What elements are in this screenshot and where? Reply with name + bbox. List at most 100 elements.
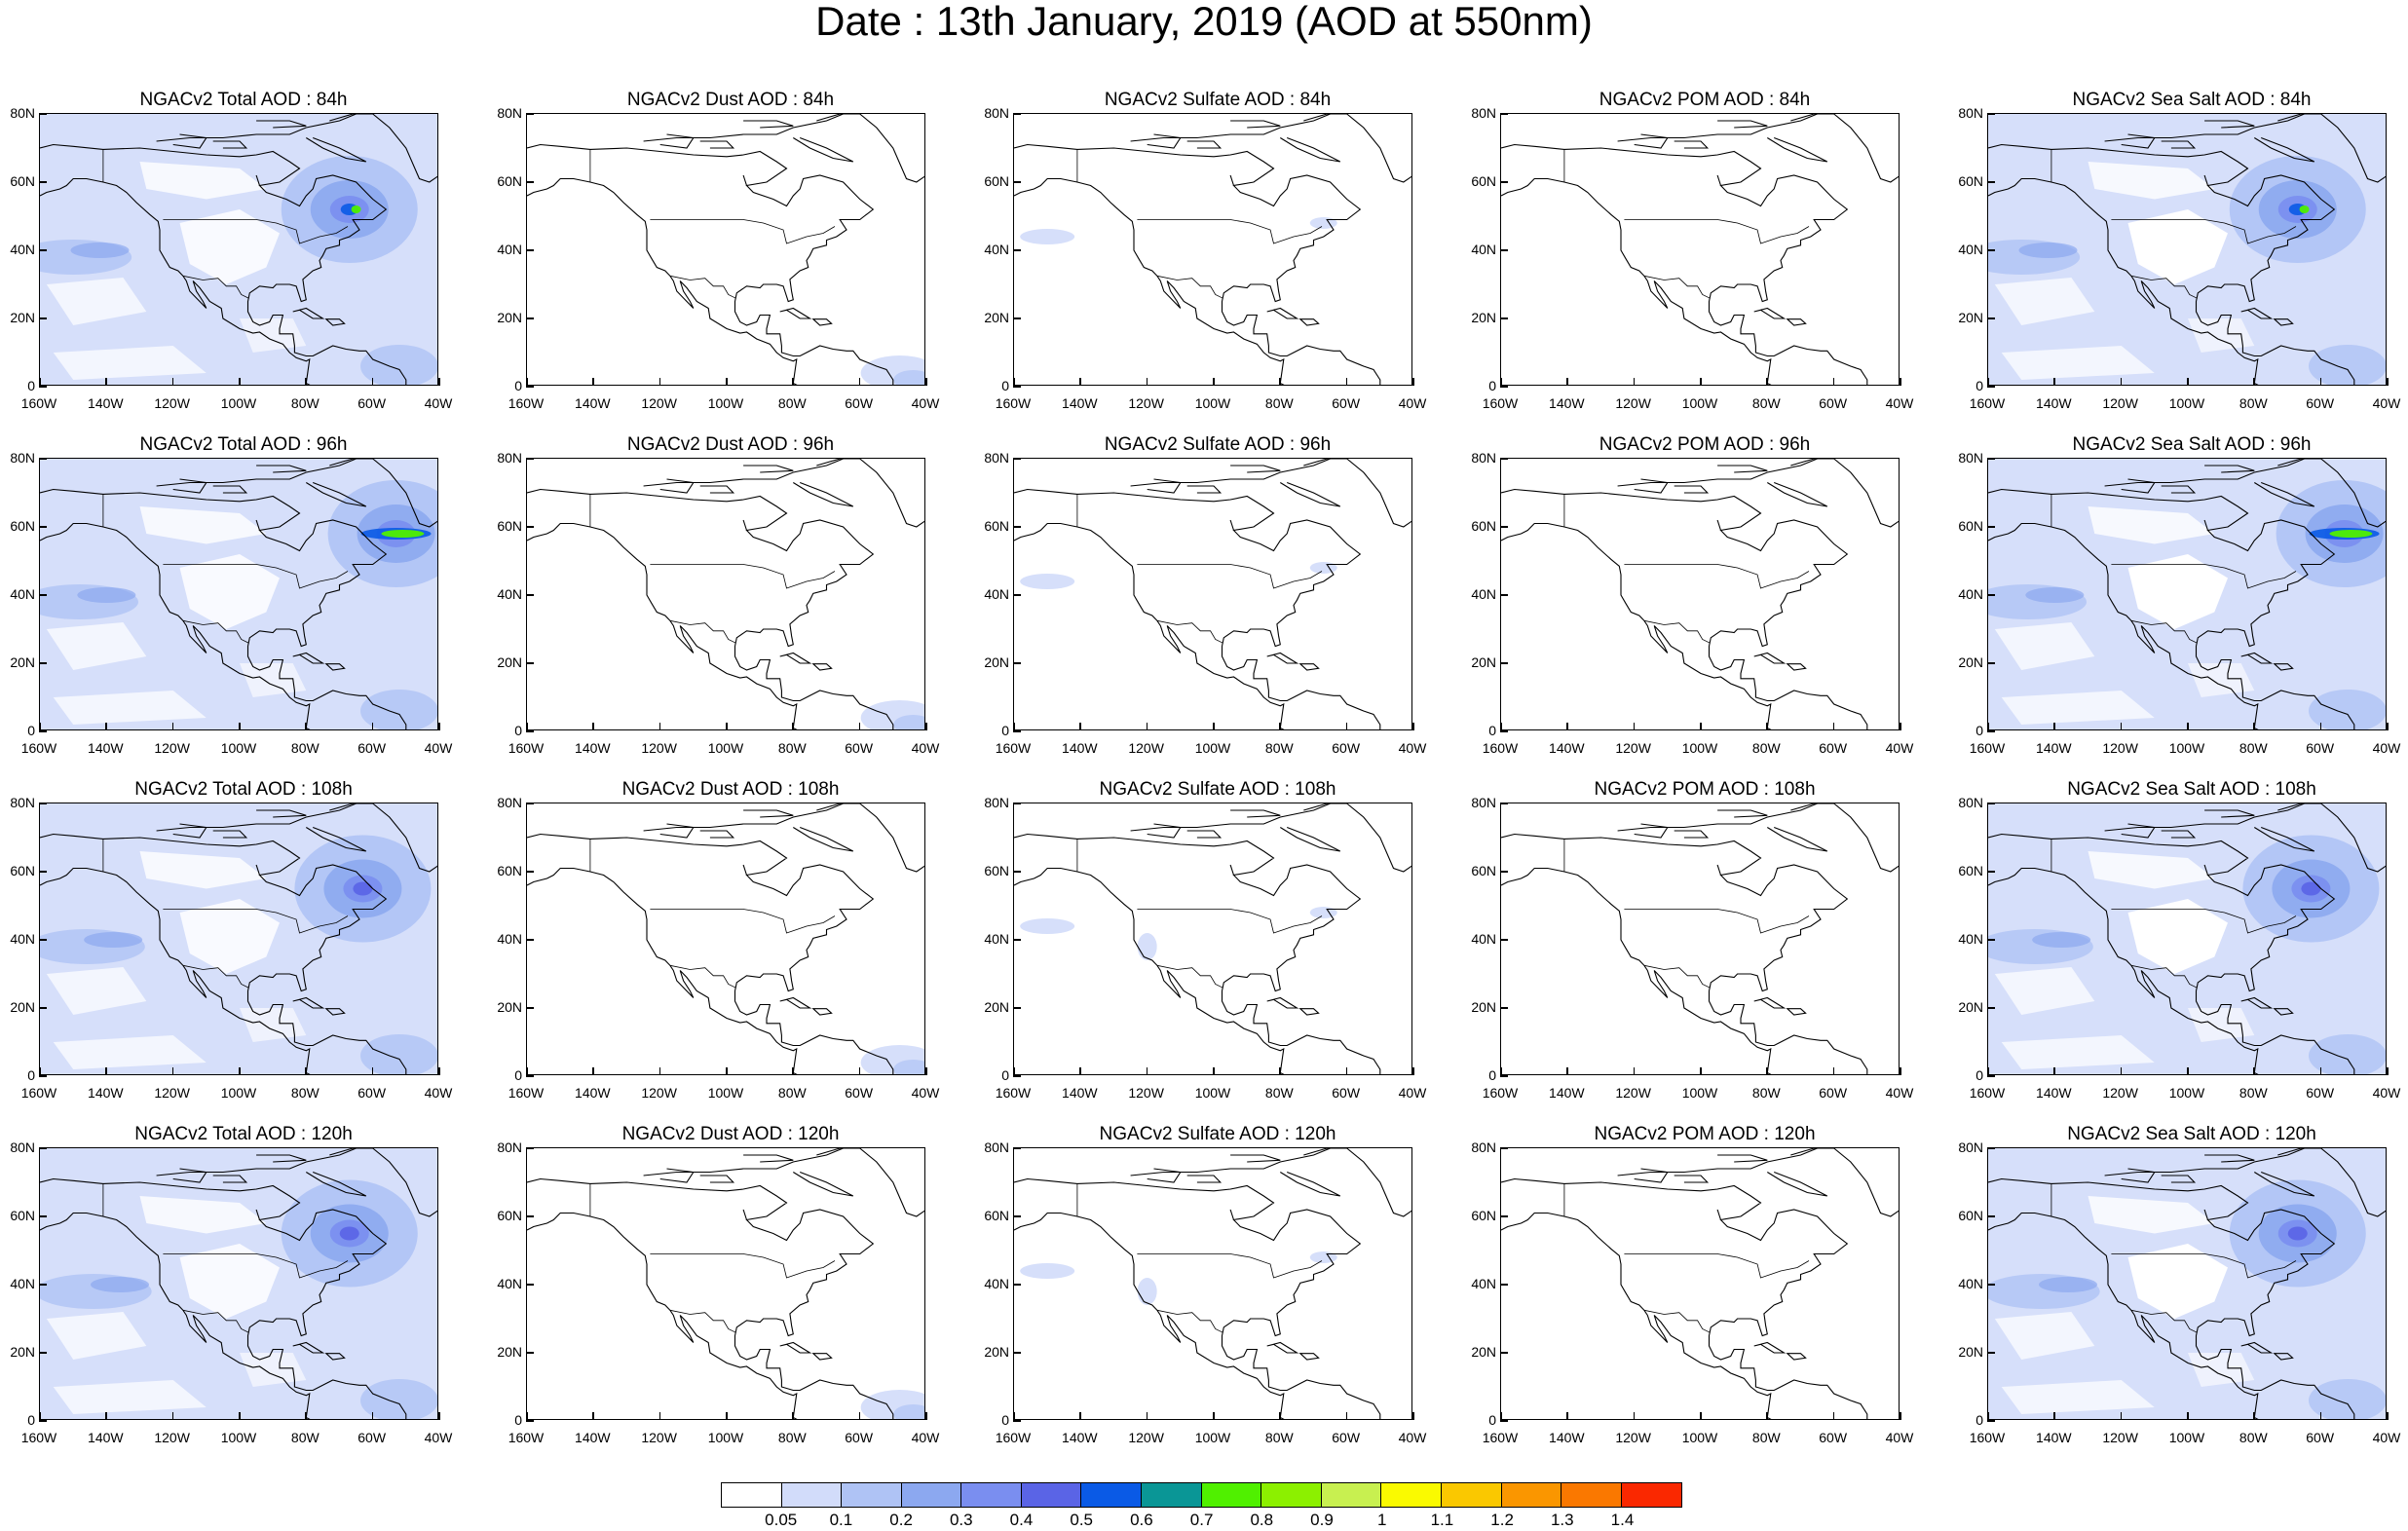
map-plot (1987, 1147, 2387, 1420)
x-tick-label: 100W (707, 395, 744, 411)
y-tick (1013, 181, 1021, 183)
y-tick (1013, 594, 1021, 596)
x-tick-label: 100W (220, 395, 257, 411)
x-tick (1700, 1412, 1702, 1420)
y-tick (1013, 1420, 1021, 1422)
y-tick (1013, 871, 1021, 873)
colorbar-swatch (1501, 1483, 1562, 1507)
x-tick (2253, 378, 2255, 386)
panel-title: NGACv2 Sulfate AOD : 96h (1104, 434, 1332, 455)
y-tick (1500, 803, 1508, 804)
colorbar-label: 0.8 (1250, 1511, 1274, 1529)
y-tick-label: 20N (1471, 1344, 1496, 1360)
x-tick-label: 100W (220, 740, 257, 756)
map-plot (526, 458, 925, 730)
x-tick (1013, 1067, 1015, 1075)
y-tick-label: 60N (497, 863, 522, 878)
x-tick (1079, 1412, 1081, 1420)
y-tick (39, 871, 47, 873)
map-plot (1987, 803, 2387, 1075)
x-tick (2387, 1412, 2389, 1420)
y-tick-label: 60N (1958, 173, 1983, 189)
colorbar-swatch (1021, 1483, 1082, 1507)
x-tick (1900, 1067, 1901, 1075)
x-tick (2120, 1412, 2123, 1420)
colorbar-label: 0.05 (765, 1511, 798, 1529)
x-tick-label: 120W (2102, 1085, 2138, 1101)
x-tick-label: 140W (575, 1430, 611, 1445)
x-tick-label: 120W (641, 1085, 677, 1101)
x-tick-label: 120W (2102, 395, 2138, 411)
y-tick-label: 20N (984, 1344, 1009, 1360)
y-tick (1987, 249, 1995, 251)
y-tick-label: 0 (1488, 723, 1496, 738)
x-tick-label: 140W (575, 1085, 611, 1101)
y-tick (39, 939, 47, 941)
x-tick-label: 80W (1264, 1430, 1294, 1445)
x-tick-label: 40W (1885, 1430, 1914, 1445)
y-tick-label: 60N (984, 173, 1009, 189)
x-tick (438, 1412, 440, 1420)
x-tick-label: 160W (508, 395, 545, 411)
y-tick-label: 20N (984, 999, 1009, 1015)
y-tick (1987, 939, 1995, 941)
x-tick-label: 80W (290, 395, 320, 411)
y-tick (526, 662, 534, 664)
y-tick-label: 40N (497, 586, 522, 602)
colorbar-swatch (1321, 1483, 1382, 1507)
x-tick-label: 160W (508, 1085, 545, 1101)
y-tick (1987, 871, 1995, 873)
y-tick-label: 40N (1471, 931, 1496, 947)
map-panel-sulfate-1: NGACv2 Sulfate AOD : 84h 80N 60N 40N 20N 0 160… (974, 90, 1461, 435)
y-tick (39, 317, 47, 319)
y-tick-label: 0 (27, 1412, 35, 1428)
y-tick (526, 181, 534, 183)
x-tick-label: 100W (1681, 1085, 1718, 1101)
x-tick-label: 140W (1062, 740, 1098, 756)
x-tick-label: 40W (911, 1085, 940, 1101)
colorbar-swatch (1561, 1483, 1622, 1507)
x-tick-label: 100W (707, 1085, 744, 1101)
y-tick-label: 0 (1001, 378, 1009, 393)
x-tick (239, 1412, 241, 1420)
x-tick-label: 80W (290, 740, 320, 756)
x-tick-label: 60W (1332, 1430, 1361, 1445)
x-tick (726, 723, 728, 730)
x-tick (1900, 1412, 1901, 1420)
y-tick (1500, 317, 1508, 319)
panel-title: NGACv2 Total AOD : 120h (134, 1124, 353, 1144)
panel-title: NGACv2 Sulfate AOD : 84h (1104, 90, 1332, 110)
x-tick (171, 1412, 174, 1420)
x-tick (1500, 1067, 1502, 1075)
x-tick-label: 40W (1885, 1085, 1914, 1101)
y-tick-label: 20N (1958, 654, 1983, 670)
x-tick-label: 160W (995, 740, 1032, 756)
x-tick-label: 140W (2036, 395, 2072, 411)
y-tick-label: 80N (497, 105, 522, 121)
x-tick-label: 160W (1969, 1430, 2006, 1445)
x-tick-label: 40W (911, 395, 940, 411)
colorbar-label: 1.3 (1550, 1511, 1574, 1529)
x-tick-label: 140W (88, 1430, 124, 1445)
y-tick-label: 20N (497, 999, 522, 1015)
x-tick-label: 140W (88, 1085, 124, 1101)
y-tick (1987, 1075, 1995, 1077)
colorbar-label: 0.6 (1130, 1511, 1153, 1529)
y-tick-label: 0 (1488, 378, 1496, 393)
x-tick-label: 140W (1062, 1085, 1098, 1101)
map-panel-dust-3: NGACv2 Dust AOD : 108h 80N 60N 40N 20N 0 160W 1… (487, 779, 974, 1125)
y-tick (39, 458, 47, 460)
y-tick (1987, 113, 1995, 115)
y-tick-label: 80N (1471, 795, 1496, 810)
map-panel-pom-2: NGACv2 POM AOD : 96h 80N 60N 40N 20N 0 160W 140… (1461, 434, 1948, 780)
x-tick-label: 120W (1128, 1085, 1164, 1101)
x-tick-label: 160W (20, 1085, 57, 1101)
y-tick (526, 526, 534, 528)
x-tick (2387, 723, 2389, 730)
x-tick-label: 40W (1885, 740, 1914, 756)
x-tick-label: 120W (641, 1430, 677, 1445)
map-panel-seasalt-2: NGACv2 Sea Salt AOD : 96h 80N 60N 40N 20N 0 16… (1948, 434, 2408, 780)
panel-title: NGACv2 Dust AOD : 84h (626, 90, 835, 110)
colorbar-label: 0.7 (1189, 1511, 1214, 1529)
x-tick (658, 378, 661, 386)
